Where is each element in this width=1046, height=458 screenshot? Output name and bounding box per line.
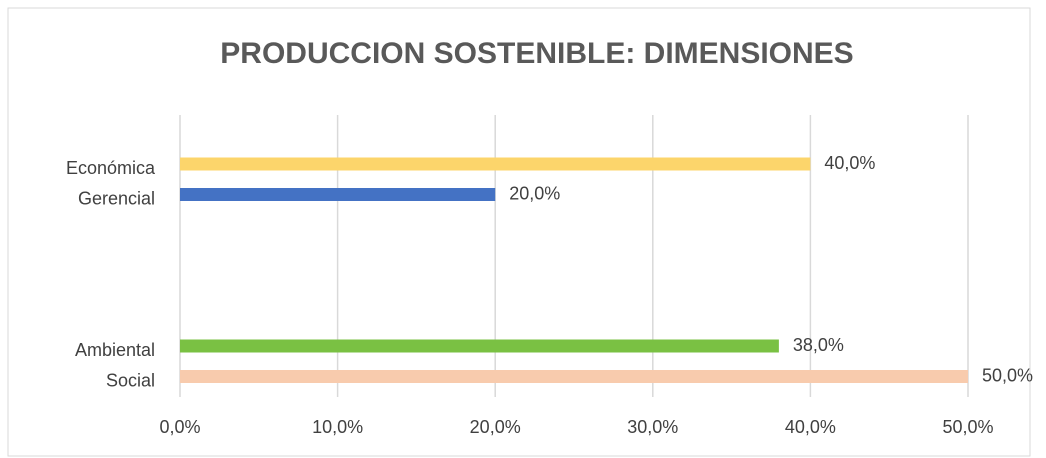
value-label: 20,0% (509, 183, 560, 203)
bar (180, 339, 779, 353)
x-tick-label: 30,0% (627, 417, 678, 437)
chart-frame (7, 7, 1031, 457)
x-tick-label: 10,0% (312, 417, 363, 437)
y-tick-label: Ambiental (75, 340, 155, 360)
bar (180, 157, 811, 171)
value-label: 40,0% (824, 153, 875, 173)
bar (180, 370, 968, 383)
x-tick-label: 20,0% (470, 417, 521, 437)
value-label: 38,0% (793, 335, 844, 355)
chart-title: PRODUCCION SOSTENIBLE: DIMENSIONES (220, 37, 853, 70)
value-label: 50,0% (982, 365, 1033, 385)
x-tick-label: 50,0% (942, 417, 993, 437)
x-tick-label: 0,0% (159, 417, 200, 437)
y-tick-label: Gerencial (78, 188, 155, 208)
y-tick-label: Social (106, 370, 155, 390)
y-tick-label: Económica (66, 158, 156, 178)
bar (180, 188, 496, 201)
x-tick-label: 40,0% (785, 417, 836, 437)
